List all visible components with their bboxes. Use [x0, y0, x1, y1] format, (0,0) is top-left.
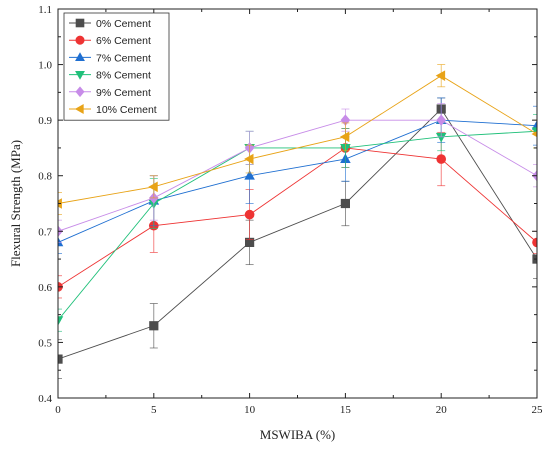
data-point: [531, 130, 537, 138]
y-tick-label: 0.5: [38, 337, 52, 349]
x-tick-label: 10: [244, 404, 256, 416]
legend-label: 9% Cement: [96, 87, 151, 99]
legend-item: 8% Cement: [69, 70, 151, 82]
legend-label: 7% Cement: [96, 52, 151, 64]
data-point: [58, 316, 64, 326]
y-tick-label: 1.0: [38, 60, 52, 72]
series-line: [58, 108, 537, 360]
x-tick-label: 15: [340, 404, 352, 416]
series-layer: [58, 64, 537, 379]
legend-marker: [75, 70, 85, 80]
x-tick-label: 5: [151, 404, 157, 416]
data-point: [244, 170, 255, 180]
series-line: [58, 119, 537, 232]
legend-item: 10% Cement: [69, 104, 157, 116]
y-tick-label: 1.1: [38, 4, 52, 16]
legend-item: 0% Cement: [69, 18, 151, 30]
legend-label: 6% Cement: [96, 35, 151, 47]
x-tick-label: 25: [532, 404, 544, 416]
legend-marker: [75, 18, 85, 28]
y-axis-label: Flexural Strength (MPa): [8, 140, 23, 267]
y-tick-label: 0.7: [38, 226, 52, 238]
legend-label: 0% Cement: [96, 18, 151, 30]
legend-marker: [75, 86, 85, 98]
y-tick-label: 0.6: [38, 282, 52, 294]
axes: 0 5 10 15 20 25 0.4 0.5 0.6 0.7 0.8 0.9 1.0 1.1: [38, 4, 543, 416]
y-tick-label: 0.9: [38, 115, 52, 127]
data-point: [149, 321, 159, 331]
data-point: [435, 132, 447, 143]
data-point: [531, 127, 537, 137]
data-point: [148, 181, 158, 193]
data-point: [244, 153, 254, 165]
legend-item: 7% Cement: [69, 52, 151, 64]
legend-marker: [75, 35, 85, 45]
data-point: [436, 114, 447, 126]
legend-marker: [74, 104, 84, 114]
data-point: [58, 354, 63, 364]
data-point: [532, 237, 537, 248]
legend: 0% Cement 6% Cement 7% Cement 8% Cement 9% C…: [63, 12, 170, 121]
data-point: [435, 70, 446, 81]
legend-item: 9% Cement: [69, 86, 151, 99]
series-line: [58, 147, 537, 288]
y-tick-label: 0.4: [38, 393, 52, 405]
legend-label: 8% Cement: [96, 70, 151, 82]
data-point: [244, 209, 255, 220]
series-10-cement: [58, 64, 537, 216]
legend-marker: [75, 52, 85, 62]
series-line: [58, 75, 537, 204]
legend-item: 6% Cement: [69, 35, 151, 47]
y-tick-label: 0.8: [38, 171, 52, 183]
legend-label: 10% Cement: [96, 104, 157, 116]
data-point: [436, 154, 447, 164]
data-point: [339, 131, 350, 143]
x-tick-label: 0: [55, 404, 61, 416]
data-point: [340, 198, 350, 209]
data-point: [245, 237, 255, 247]
data-point: [531, 120, 537, 130]
series-line: [58, 119, 537, 243]
x-axis-label: MSWIBA (%): [260, 427, 335, 442]
legend-box: [63, 12, 170, 121]
data-point: [58, 236, 64, 247]
x-tick-label: 20: [436, 404, 448, 416]
